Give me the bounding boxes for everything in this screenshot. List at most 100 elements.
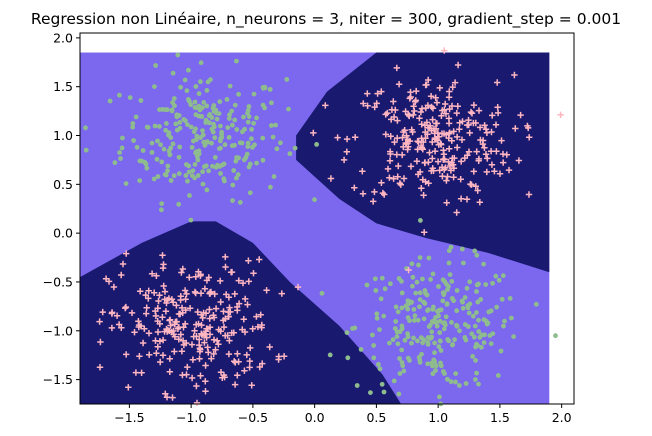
- scatter-point-plus: [212, 346, 219, 353]
- scatter-point-dot: [246, 104, 252, 109]
- scatter-point-dot: [251, 91, 257, 97]
- scatter-point-dot: [472, 323, 478, 329]
- scatter-point-plus: [198, 311, 205, 318]
- scatter-point-plus: [402, 139, 409, 147]
- scatter-point-plus: [392, 106, 399, 114]
- scatter-point-dot: [176, 113, 182, 118]
- scatter-point-dot: [242, 126, 248, 132]
- scatter-point-plus: [418, 121, 425, 128]
- scatter-point-dot: [226, 116, 232, 121]
- scatter-point-dot: [405, 301, 411, 307]
- scatter-point-dot: [245, 140, 251, 146]
- scatter-point-plus: [434, 158, 442, 165]
- scatter-point-dot: [470, 354, 475, 359]
- scatter-point-dot: [553, 333, 558, 339]
- scatter-point-plus: [457, 176, 464, 183]
- scatter-point-plus: [173, 302, 180, 309]
- y-tick-label: 0.5: [53, 177, 73, 192]
- scatter-point-dot: [319, 290, 325, 296]
- scatter-point-plus: [473, 148, 480, 155]
- scatter-point-dot: [401, 368, 407, 374]
- scatter-point-plus: [500, 159, 507, 166]
- scatter-point-dot: [394, 334, 400, 339]
- scatter-point-dot: [417, 255, 423, 260]
- x-tick-label: 2.0: [552, 410, 572, 425]
- scatter-point-dot: [498, 348, 504, 354]
- scatter-point-plus: [154, 328, 162, 336]
- scatter-point-dot: [450, 342, 455, 348]
- scatter-point-dot: [474, 289, 479, 294]
- scatter-point-dot: [212, 155, 218, 160]
- scatter-point-plus: [168, 296, 176, 303]
- scatter-point-plus: [246, 357, 253, 365]
- scatter-point-dot: [170, 141, 176, 147]
- scatter-point-dot: [159, 207, 164, 213]
- scatter-point-plus: [453, 209, 460, 216]
- scatter-point-dot: [476, 317, 481, 323]
- scatter-point-plus: [492, 121, 500, 128]
- scatter-point-dot: [269, 100, 274, 106]
- scatter-point-plus: [432, 120, 440, 127]
- scatter-point-plus: [225, 308, 232, 316]
- scatter-point-plus: [231, 358, 238, 365]
- scatter-point-dot: [382, 286, 388, 292]
- scatter-point-plus: [231, 290, 238, 298]
- scatter-point-plus: [384, 165, 392, 173]
- scatter-point-plus: [102, 275, 110, 282]
- scatter-point-dot: [192, 105, 198, 110]
- scatter-point-plus: [446, 129, 453, 136]
- scatter-point-plus: [156, 292, 163, 299]
- scatter-point-dot: [474, 370, 479, 376]
- scatter-point-plus: [171, 333, 179, 340]
- scatter-point-dot: [185, 122, 190, 127]
- scatter-point-dot: [112, 160, 118, 166]
- scatter-point-plus: [202, 362, 209, 369]
- scatter-point-plus: [231, 381, 239, 388]
- scatter-point-dot: [425, 339, 431, 345]
- scatter-point-plus: [154, 343, 161, 350]
- scatter-point-dot: [142, 159, 148, 165]
- scatter-point-dot: [137, 178, 143, 184]
- scatter-point-plus: [334, 134, 341, 141]
- scatter-point-plus: [343, 148, 350, 155]
- scatter-point-dot: [176, 171, 182, 177]
- scatter-point-plus: [141, 325, 148, 332]
- scatter-point-plus: [390, 113, 398, 121]
- scatter-point-dot: [134, 144, 140, 150]
- scatter-point-dot: [440, 290, 446, 296]
- scatter-point-dot: [222, 142, 228, 148]
- scatter-point-plus: [206, 306, 213, 313]
- scatter-point-dot: [195, 173, 201, 178]
- scatter-point-dot: [415, 317, 421, 323]
- scatter-point-dot: [117, 92, 122, 98]
- scatter-point-dot: [477, 334, 483, 340]
- scatter-point-dot: [460, 299, 465, 305]
- scatter-point-dot: [474, 282, 480, 288]
- scatter-point-dot: [155, 174, 161, 179]
- scatter-point-dot: [186, 97, 191, 102]
- scatter-point-plus: [491, 168, 498, 175]
- scatter-point-dot: [169, 108, 175, 114]
- scatter-point-plus: [256, 256, 263, 263]
- scatter-point-plus: [413, 158, 421, 165]
- scatter-point-plus: [202, 388, 209, 395]
- scatter-point-dot: [381, 313, 387, 319]
- scatter-point-plus: [387, 150, 394, 158]
- scatter-point-dot: [192, 175, 198, 181]
- scatter-point-plus: [213, 337, 221, 344]
- scatter-point-dot: [209, 140, 214, 146]
- scatter-point-plus: [465, 121, 472, 129]
- scatter-point-dot: [229, 143, 235, 149]
- scatter-point-plus: [226, 304, 233, 311]
- scatter-point-plus: [459, 118, 466, 125]
- scatter-point-dot: [461, 260, 466, 266]
- scatter-point-dot: [441, 369, 446, 374]
- scatter-point-dot: [189, 145, 195, 150]
- scatter-point-dot: [373, 288, 379, 293]
- scatter-point-dot: [195, 157, 201, 163]
- scatter-point-dot: [184, 88, 190, 94]
- scatter-point-plus: [448, 159, 455, 166]
- scatter-point-dot: [435, 309, 441, 315]
- scatter-point-dot: [413, 290, 419, 296]
- scatter-point-dot: [446, 248, 452, 254]
